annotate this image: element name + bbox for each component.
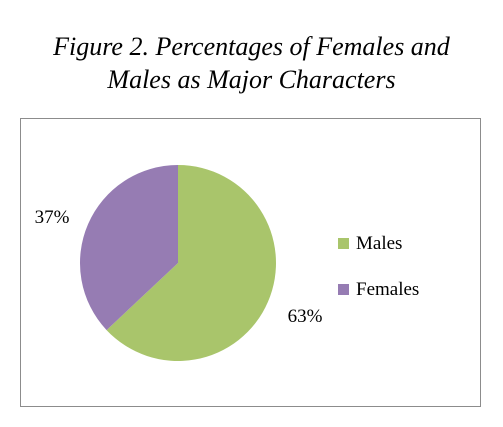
legend-label-females: Females bbox=[356, 279, 419, 300]
data-label-females: 37% bbox=[35, 207, 70, 228]
pie-slice-females bbox=[79, 164, 178, 331]
legend-swatch-females bbox=[338, 284, 349, 295]
chart-title: Figure 2. Percentages of Females and Mal… bbox=[0, 30, 503, 96]
data-label-males: 63% bbox=[288, 306, 323, 327]
pie-data-labels: 63% 37% bbox=[35, 207, 323, 327]
chart-title-line-2: Males as Major Characters bbox=[107, 65, 396, 94]
pie-slices bbox=[79, 164, 276, 362]
pie-slice-males bbox=[106, 165, 276, 362]
chart-title-line-1: Figure 2. Percentages of Females and bbox=[53, 32, 450, 61]
legend-label-males: Males bbox=[356, 233, 402, 254]
legend: Males Females bbox=[338, 233, 419, 300]
legend-swatch-males bbox=[338, 238, 349, 249]
